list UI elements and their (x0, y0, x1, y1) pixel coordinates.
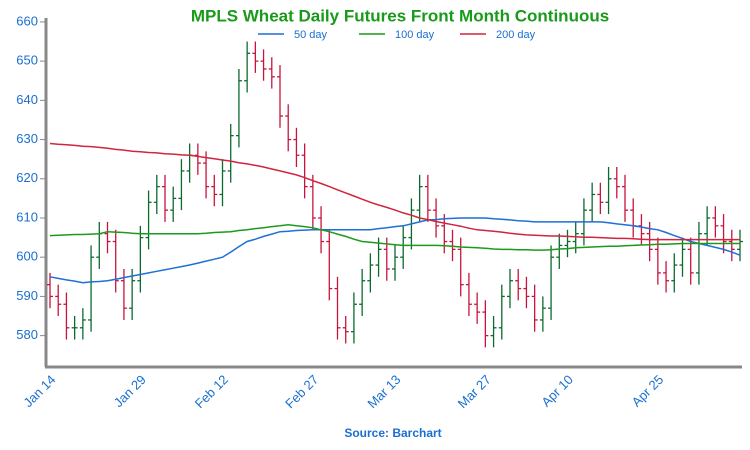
y-tick-label: 620 (16, 170, 38, 185)
y-tick-label: 610 (16, 209, 38, 224)
x-tick-label: Apr 10 (538, 372, 576, 410)
y-tick-label: 660 (16, 13, 38, 28)
x-tick-label: Apr 25 (629, 372, 667, 410)
x-tick-label: Jan 29 (111, 372, 149, 410)
y-tick-label: 590 (16, 288, 38, 303)
source: Source: Barchart (344, 426, 441, 440)
legend-label: 50 day (294, 29, 328, 41)
ma-line (49, 223, 740, 251)
ma-line (49, 142, 740, 241)
legend-label: 100 day (395, 29, 435, 41)
chart-title: MPLS Wheat Daily Futures Front Month Con… (191, 6, 609, 25)
x-tick-label: Feb 12 (192, 372, 231, 411)
x-tick-label: Jan 14 (20, 372, 58, 410)
y-tick-label: 650 (16, 53, 38, 68)
x-tick-label: Mar 27 (455, 372, 494, 411)
legend-label: 200 day (496, 29, 536, 41)
y-tick-label: 630 (16, 131, 38, 146)
y-tick-label: 600 (16, 249, 38, 264)
y-tick-label: 640 (16, 92, 38, 107)
ma-line (49, 217, 741, 284)
x-tick-label: Mar 13 (364, 372, 403, 411)
x-tick-label: Feb 27 (282, 372, 321, 411)
y-tick-label: 580 (16, 327, 38, 342)
